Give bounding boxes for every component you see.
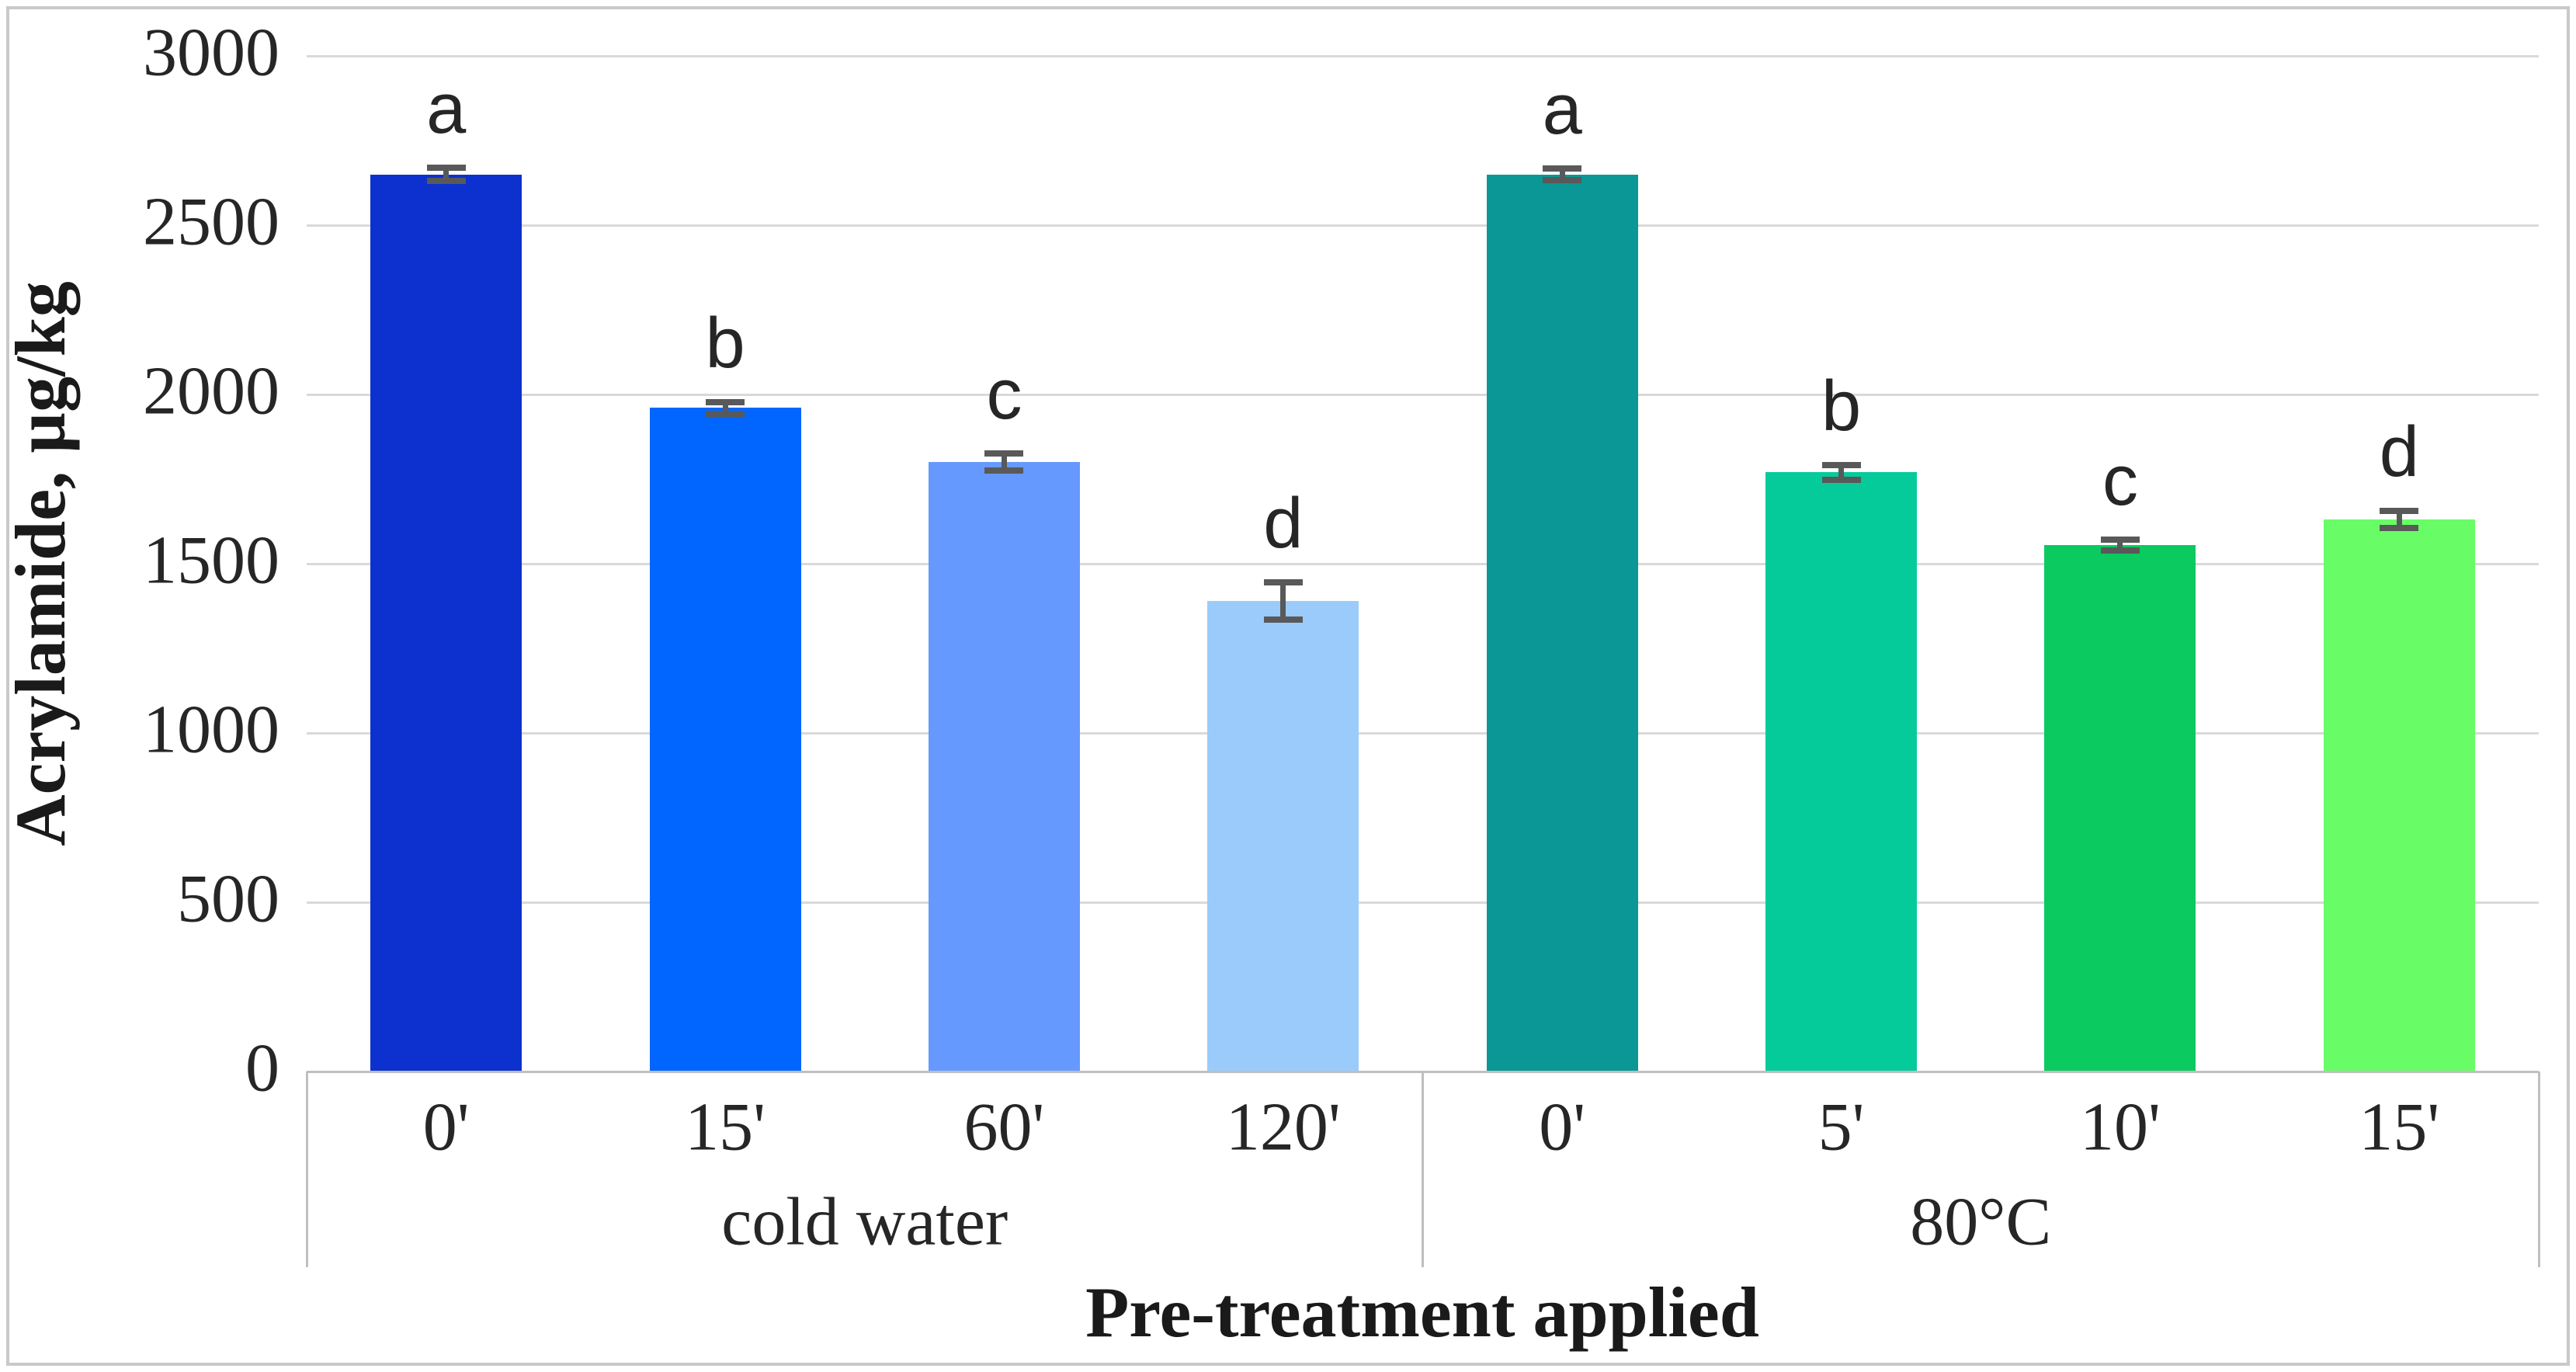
- error-bar-line: [722, 401, 728, 415]
- error-bar-line: [1559, 168, 1565, 181]
- gridline: [307, 562, 2539, 565]
- y-tick-label: 1500: [143, 523, 279, 599]
- significance-letter: b: [1821, 366, 1862, 446]
- y-tick-label: 1000: [143, 692, 279, 768]
- label-area-border-line: [2537, 1072, 2540, 1267]
- error-bar-cap-top: [1821, 461, 1861, 468]
- error-bar-cap-top: [2100, 537, 2140, 544]
- gridline: [307, 393, 2539, 396]
- bar: [649, 408, 801, 1072]
- x-tick-label: 0': [1539, 1089, 1586, 1165]
- x-axis-title: Pre-treatment applied: [1085, 1273, 1759, 1352]
- x-tick-label: 15': [685, 1089, 766, 1165]
- label-area-border-line: [305, 1072, 308, 1267]
- error-bar-cap-top: [706, 398, 745, 405]
- significance-letter: d: [2379, 412, 2419, 492]
- significance-letter: a: [426, 68, 467, 148]
- significance-letter: c: [2102, 441, 2138, 521]
- error-bar-cap-bottom: [2380, 525, 2419, 532]
- error-bar-cap-bottom: [426, 178, 466, 185]
- error-bar-cap-bottom: [1821, 476, 1861, 483]
- y-axis-title: Acrylamide, µg/kg: [1, 281, 80, 846]
- bar: [2323, 519, 2475, 1072]
- error-bar-cap-top: [1263, 578, 1303, 585]
- y-tick-label: 2500: [143, 184, 279, 260]
- error-bar-cap-top: [984, 450, 1024, 457]
- y-tick-label: 0: [245, 1030, 279, 1106]
- error-bar-cap-bottom: [706, 411, 745, 418]
- x-tick-label: 15': [2359, 1089, 2440, 1165]
- error-bar-line: [1280, 582, 1286, 620]
- error-bar-cap-top: [1543, 165, 1582, 172]
- error-bar-cap-bottom: [984, 467, 1024, 474]
- x-tick-label: 10': [2080, 1089, 2161, 1165]
- significance-letter: d: [1263, 483, 1304, 563]
- gridline: [307, 224, 2539, 227]
- group-label: 80°C: [1910, 1184, 2052, 1260]
- x-tick-label: 5': [1817, 1089, 1865, 1165]
- error-bar-line: [2117, 540, 2123, 551]
- bar: [1207, 600, 1359, 1072]
- bar: [1486, 174, 1638, 1072]
- gridline: [307, 901, 2539, 904]
- error-bar-cap-bottom: [1263, 616, 1303, 623]
- bar: [2044, 545, 2196, 1072]
- bar: [928, 462, 1080, 1072]
- group-divider-line: [1422, 1072, 1424, 1267]
- bar: [370, 174, 522, 1072]
- y-tick-label: 500: [177, 861, 279, 937]
- group-label: cold water: [721, 1184, 1009, 1260]
- error-bar-cap-top: [426, 164, 466, 171]
- error-bar-line: [2396, 511, 2402, 529]
- significance-letter: c: [986, 355, 1022, 435]
- bar: [1765, 472, 1918, 1072]
- gridline: [307, 731, 2539, 735]
- significance-letter: a: [1542, 69, 1582, 149]
- x-tick-label: 120': [1225, 1089, 1341, 1165]
- error-bar-line: [1001, 453, 1007, 471]
- y-tick-label: 3000: [143, 15, 279, 91]
- error-bar-line: [1838, 464, 1845, 480]
- error-bar-cap-bottom: [2100, 547, 2140, 554]
- gridline: [307, 54, 2539, 57]
- y-tick-label: 2000: [143, 353, 279, 429]
- error-bar-cap-bottom: [1543, 177, 1582, 184]
- error-bar-cap-top: [2380, 508, 2419, 515]
- x-tick-label: 60': [963, 1089, 1045, 1165]
- significance-letter: b: [705, 303, 745, 383]
- error-bar-line: [443, 167, 450, 182]
- x-tick-label: 0': [422, 1089, 470, 1165]
